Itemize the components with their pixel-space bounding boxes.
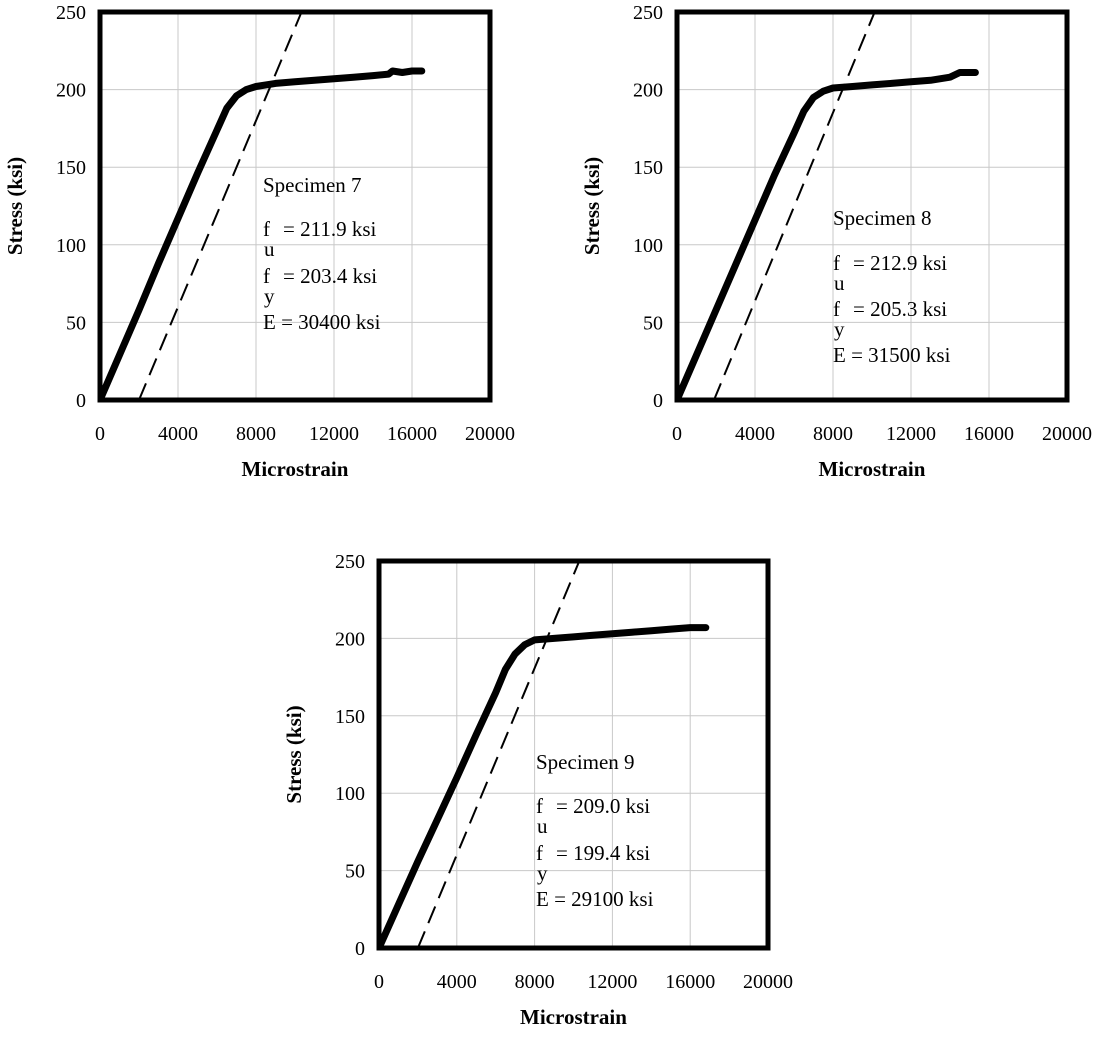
yield-strength-symbol: f xyxy=(263,264,270,288)
y-tick-label: 250 xyxy=(633,2,663,24)
plot-frame xyxy=(97,9,493,403)
y-tick-label: 250 xyxy=(335,551,365,573)
ultimate-strength-value: = 209.0 ksi xyxy=(556,794,650,818)
x-tick-label: 4000 xyxy=(735,423,775,445)
x-tick-label: 20000 xyxy=(1042,423,1092,445)
x-tick-label: 8000 xyxy=(236,423,276,445)
y-tick-label: 150 xyxy=(56,157,86,179)
x-tick-label: 20000 xyxy=(743,971,793,993)
x-tick-label: 16000 xyxy=(387,423,437,445)
x-tick-label: 12000 xyxy=(587,971,637,993)
x-tick-label: 12000 xyxy=(309,423,359,445)
y-tick-label: 200 xyxy=(633,80,663,102)
x-tick-label: 0 xyxy=(672,423,682,445)
ultimate-strength-subscript: u xyxy=(537,814,548,838)
elastic-modulus-label: E = 31500 ksi xyxy=(833,343,951,367)
elastic-modulus-label: E = 29100 ksi xyxy=(536,887,654,911)
yield-strength-symbol: f xyxy=(536,841,543,865)
x-tick-label: 8000 xyxy=(515,971,555,993)
specimen-label: Specimen 8 xyxy=(833,206,932,230)
ultimate-strength-symbol: f xyxy=(833,251,840,275)
y-axis-label: Stress (ksi) xyxy=(580,157,604,255)
x-tick-label: 16000 xyxy=(964,423,1014,445)
y-tick-label: 200 xyxy=(335,628,365,650)
y-tick-label: 0 xyxy=(653,390,663,412)
ultimate-strength-value: = 211.9 ksi xyxy=(283,217,376,241)
yield-strength-subscript: y xyxy=(834,317,845,341)
y-tick-label: 0 xyxy=(76,390,86,412)
y-tick-label: 50 xyxy=(66,312,86,334)
chart-panel-3: 0 4000 8000 12000 16000 20000 0 50 100 150 200 250 M… xyxy=(282,551,793,1029)
y-axis-label: Stress (ksi) xyxy=(282,705,306,803)
offset-line xyxy=(138,12,303,400)
y-axis-label: Stress (ksi) xyxy=(3,157,27,255)
ultimate-strength-subscript: u xyxy=(834,271,845,295)
x-tick-label: 0 xyxy=(374,971,384,993)
y-tick-label: 50 xyxy=(345,861,365,883)
yield-strength-value: = 203.4 ksi xyxy=(283,264,377,288)
x-tick-label: 0 xyxy=(95,423,105,445)
x-tick-label: 12000 xyxy=(886,423,936,445)
y-tick-label: 0 xyxy=(355,938,365,960)
x-axis-label: Microstrain xyxy=(242,457,349,481)
ultimate-strength-symbol: f xyxy=(536,794,543,818)
x-tick-label: 20000 xyxy=(465,423,515,445)
y-tick-label: 100 xyxy=(335,783,365,805)
yield-strength-subscript: y xyxy=(537,861,548,885)
y-tick-label: 100 xyxy=(633,235,663,257)
yield-strength-value: = 205.3 ksi xyxy=(853,297,947,321)
stress-strain-curve xyxy=(677,69,979,400)
chart-panel-1: 0 4000 8000 12000 16000 20000 0 50 100 150 200 250 M… xyxy=(3,2,515,481)
y-tick-label: 150 xyxy=(633,157,663,179)
specimen-label: Specimen 7 xyxy=(263,173,362,197)
yield-strength-subscript: y xyxy=(264,284,275,308)
y-tick-label: 50 xyxy=(643,312,663,334)
x-axis-label: Microstrain xyxy=(520,1005,627,1029)
chart-panel-2: 0 4000 8000 12000 16000 20000 0 50 100 150 200 250 M… xyxy=(580,2,1092,481)
plot-frame xyxy=(674,9,1070,403)
stress-strain-curve xyxy=(100,67,426,400)
x-tick-label: 16000 xyxy=(665,971,715,993)
specimen-label: Specimen 9 xyxy=(536,750,635,774)
plot-frame xyxy=(376,558,771,951)
elastic-modulus-label: E = 30400 ksi xyxy=(263,310,381,334)
ultimate-strength-value: = 212.9 ksi xyxy=(853,251,947,275)
offset-line xyxy=(713,12,876,400)
x-tick-label: 8000 xyxy=(813,423,853,445)
ultimate-strength-symbol: f xyxy=(263,217,270,241)
y-tick-label: 150 xyxy=(335,706,365,728)
ultimate-strength-subscript: u xyxy=(264,237,275,261)
offset-line xyxy=(416,561,581,948)
x-tick-label: 4000 xyxy=(437,971,477,993)
y-tick-label: 100 xyxy=(56,235,86,257)
x-tick-label: 4000 xyxy=(158,423,198,445)
stress-strain-curve xyxy=(379,624,710,948)
y-tick-label: 250 xyxy=(56,2,86,24)
y-tick-label: 200 xyxy=(56,80,86,102)
yield-strength-symbol: f xyxy=(833,297,840,321)
x-axis-label: Microstrain xyxy=(819,457,926,481)
yield-strength-value: = 199.4 ksi xyxy=(556,841,650,865)
